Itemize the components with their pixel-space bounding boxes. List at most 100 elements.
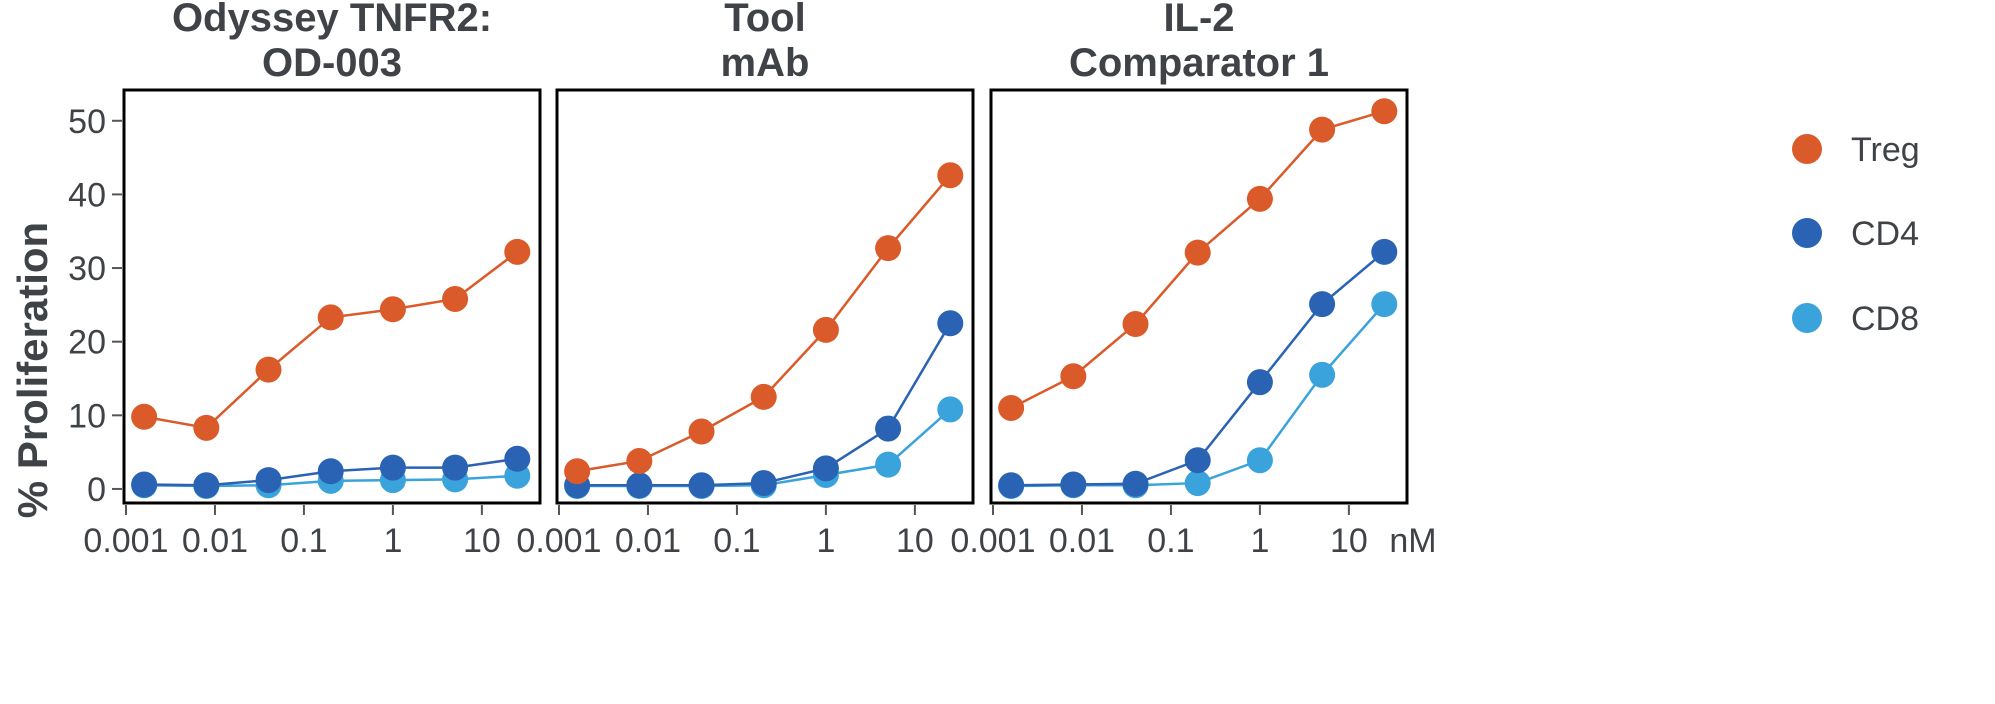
legend-item-treg: Treg: [1792, 131, 1920, 169]
data-point-treg: [998, 394, 1025, 421]
data-point-treg: [255, 356, 282, 383]
data-point-treg: [626, 447, 653, 474]
series-treg: [564, 162, 964, 485]
legend-swatch: [1792, 303, 1822, 333]
data-point-treg: [1184, 239, 1211, 266]
series-line-treg: [143, 250, 519, 430]
y-tick-label: 0: [87, 471, 106, 509]
x-tick-label: 10: [896, 522, 934, 560]
x-tick-label: 0.001: [516, 522, 601, 560]
legend-swatch: [1792, 134, 1822, 164]
data-point-treg: [442, 285, 469, 312]
data-point-treg: [1371, 98, 1398, 125]
y-tick-label: 30: [68, 250, 106, 288]
data-point-cd8: [1184, 470, 1211, 497]
series-cd4: [131, 445, 531, 499]
data-point-cd8: [875, 451, 902, 478]
data-point-cd4: [442, 454, 469, 481]
data-point-treg: [564, 458, 591, 485]
panel-title-line: IL-2: [1163, 0, 1234, 40]
data-point-treg: [317, 304, 344, 331]
data-point-cd4: [379, 454, 406, 481]
y-tick-label: 20: [68, 324, 106, 362]
y-axis: % Proliferation 0 10 20 30 40 50: [9, 103, 122, 518]
data-point-cd4: [1371, 238, 1398, 265]
y-tick-label: 10: [68, 397, 106, 435]
legend-swatch: [1792, 218, 1822, 248]
data-point-treg: [812, 316, 839, 343]
data-point-treg: [688, 418, 715, 445]
x-tick-label: 0.01: [615, 522, 681, 560]
x-tick-label: 10: [463, 522, 501, 560]
data-point-cd8: [1309, 361, 1336, 388]
data-point-cd4: [193, 472, 220, 499]
data-point-cd4: [1246, 369, 1273, 396]
data-point-treg: [750, 383, 777, 410]
x-tick-label: 0.001: [83, 522, 168, 560]
x-tick-label: 1: [383, 522, 402, 560]
data-point-treg: [131, 403, 158, 430]
data-point-cd4: [626, 472, 653, 499]
legend-item-cd4: CD4: [1792, 215, 1919, 253]
data-point-cd4: [812, 455, 839, 482]
legend-label: CD4: [1851, 215, 1919, 253]
panel-1: Odyssey TNFR2:OD-003 0.001 0.01 0.1 1 10: [83, 0, 542, 560]
panel-frame: [122, 88, 542, 505]
data-point-cd4: [998, 472, 1025, 499]
legend: Treg CD4 CD8: [1792, 131, 1920, 338]
x-tick-label: 1: [1250, 522, 1269, 560]
data-point-cd4: [255, 467, 282, 494]
data-point-cd4: [937, 310, 964, 337]
x-tick-label: 1: [816, 522, 835, 560]
data-point-treg: [1246, 185, 1273, 212]
data-point-cd8: [1246, 447, 1273, 474]
data-point-cd4: [1309, 291, 1336, 318]
data-point-cd8: [1371, 291, 1398, 318]
data-point-cd4: [131, 471, 158, 498]
data-point-cd4: [688, 472, 715, 499]
data-point-treg: [1122, 311, 1149, 338]
data-point-cd8: [937, 396, 964, 423]
legend-label: CD8: [1851, 300, 1919, 338]
panel-frame: [989, 88, 1409, 505]
x-tick-label: 0.1: [713, 522, 760, 560]
y-axis-title: % Proliferation: [9, 222, 56, 518]
data-point-treg: [1060, 363, 1087, 390]
data-point-cd4: [875, 415, 902, 442]
panel-title-line: Odyssey TNFR2:: [172, 0, 492, 40]
data-point-cd4: [1060, 471, 1087, 498]
panel-title-line: OD-003: [262, 41, 402, 85]
data-point-treg: [504, 238, 531, 265]
panel-frame: [555, 88, 975, 505]
data-point-cd4: [504, 445, 531, 472]
data-point-cd4: [750, 470, 777, 497]
x-tick-label: 10: [1330, 522, 1368, 560]
data-point-treg: [193, 414, 220, 441]
data-point-treg: [875, 235, 902, 262]
x-tick-label: 0.1: [280, 522, 327, 560]
x-unit-label: nM: [1389, 522, 1436, 560]
series-cd4: [998, 238, 1398, 499]
data-point-cd4: [317, 458, 344, 485]
series-treg: [998, 98, 1398, 421]
legend-label: Treg: [1851, 131, 1920, 169]
panel-title-line: Tool: [724, 0, 805, 40]
data-point-treg: [937, 162, 964, 189]
x-tick-label: 0.01: [182, 522, 248, 560]
x-tick-label: 0.001: [950, 522, 1035, 560]
panel-title-line: mAb: [721, 41, 810, 85]
x-tick-label: 0.01: [1049, 522, 1115, 560]
data-point-treg: [1309, 116, 1336, 143]
x-tick-label: 0.1: [1147, 522, 1194, 560]
data-point-cd4: [1122, 470, 1149, 497]
y-tick-label: 50: [68, 103, 106, 141]
legend-item-cd8: CD8: [1792, 300, 1919, 338]
data-point-cd4: [1184, 447, 1211, 474]
y-tick-label: 40: [68, 176, 106, 214]
data-point-treg: [379, 296, 406, 323]
panel-title-line: Comparator 1: [1069, 41, 1329, 85]
